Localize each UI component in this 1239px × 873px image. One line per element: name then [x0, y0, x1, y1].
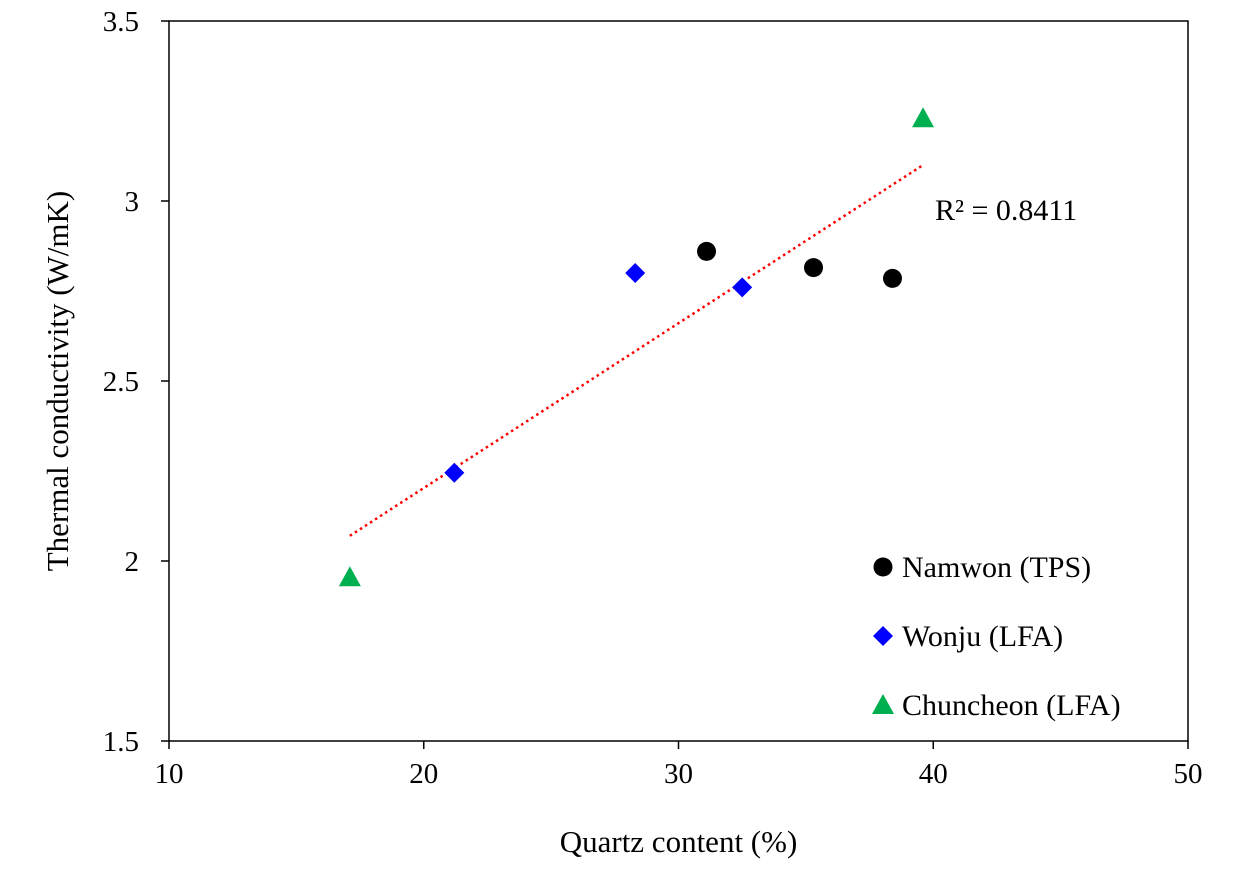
legend-label-wonju: Wonju (LFA)	[902, 620, 1063, 653]
x-axis-title: Quartz content (%)	[560, 824, 798, 859]
legend-item-chuncheon: Chuncheon (LFA)	[872, 689, 1121, 722]
data-point-circle	[697, 241, 717, 261]
data-point-diamond	[444, 462, 465, 483]
data-point-circle	[804, 258, 824, 278]
data-point-triangle	[912, 107, 935, 128]
x-tick-label: 30	[664, 758, 693, 790]
legend: Namwon (TPS) Wonju (LFA) Chuncheon (LFA)	[872, 551, 1121, 722]
data-point-triangle	[338, 566, 361, 587]
y-tick-label: 3.5	[103, 6, 139, 38]
x-tick-label: 20	[409, 758, 438, 790]
legend-label-chuncheon: Chuncheon (LFA)	[902, 689, 1121, 722]
legend-marker-triangle	[872, 694, 894, 714]
y-axis-title: Thermal conductivity (W/mK)	[40, 191, 75, 572]
data-points	[338, 107, 935, 587]
data-point-circle	[882, 268, 902, 288]
x-tick-label: 10	[155, 758, 184, 790]
r-squared-annotation: R² = 0.8411	[935, 194, 1077, 227]
legend-item-wonju: Wonju (LFA)	[873, 620, 1063, 653]
y-tick-label: 3	[125, 186, 140, 218]
y-tick-label: 1.5	[103, 726, 139, 758]
y-tick-label: 2.5	[103, 366, 139, 398]
data-point-diamond	[625, 263, 646, 283]
data-point-diamond	[732, 277, 753, 298]
legend-marker-circle	[873, 557, 893, 577]
plot-area	[168, 20, 1189, 742]
legend-marker-diamond	[873, 626, 893, 646]
legend-label-namwon: Namwon (TPS)	[902, 551, 1091, 584]
axis-ticks: 10 20 30 40 50 1.5 2 2.5 3 3.5	[103, 6, 1203, 790]
x-tick-label: 40	[919, 758, 948, 790]
x-tick-label: 50	[1174, 758, 1203, 790]
y-tick-label: 2	[125, 546, 140, 578]
legend-item-namwon: Namwon (TPS)	[873, 551, 1091, 584]
